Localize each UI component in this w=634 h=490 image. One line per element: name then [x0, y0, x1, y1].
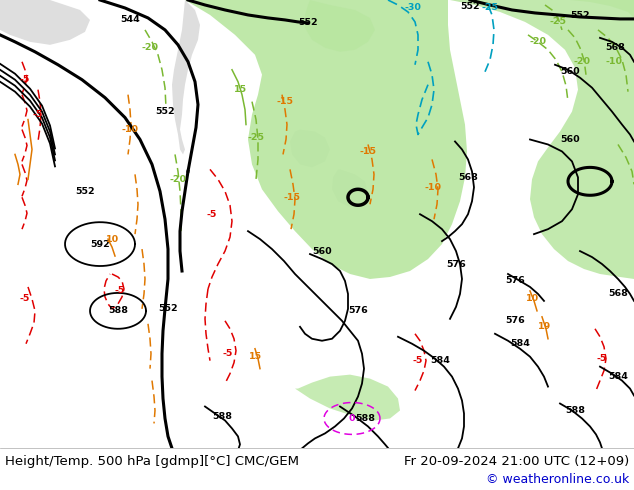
Text: 552: 552	[298, 19, 318, 27]
Text: -10: -10	[425, 183, 441, 192]
Text: -20: -20	[141, 43, 158, 52]
Text: 0: 0	[349, 414, 355, 423]
Text: -25: -25	[481, 3, 498, 12]
Polygon shape	[332, 170, 368, 207]
Text: 568: 568	[608, 290, 628, 298]
Text: 552: 552	[75, 187, 95, 196]
Polygon shape	[0, 0, 90, 45]
Text: -5: -5	[413, 356, 423, 365]
Text: 544: 544	[120, 15, 140, 24]
Text: © weatheronline.co.uk: © weatheronline.co.uk	[486, 472, 629, 486]
Text: -5: -5	[207, 210, 217, 219]
Text: 568: 568	[605, 43, 625, 52]
Text: -25: -25	[247, 133, 264, 142]
Text: -5: -5	[597, 354, 607, 363]
Text: -30: -30	[404, 3, 422, 12]
Text: -20: -20	[169, 175, 186, 184]
Text: -15: -15	[283, 193, 301, 202]
Text: 576: 576	[446, 260, 466, 269]
Text: -20: -20	[574, 57, 590, 66]
Text: 584: 584	[430, 356, 450, 365]
Text: -10: -10	[605, 57, 623, 66]
Text: -5: -5	[115, 287, 125, 295]
Text: 568: 568	[458, 173, 478, 182]
Polygon shape	[290, 129, 330, 168]
Text: 584: 584	[510, 339, 530, 348]
Text: 560: 560	[560, 67, 580, 76]
Text: 10: 10	[105, 235, 119, 244]
Text: 588: 588	[355, 414, 375, 423]
Text: -5: -5	[33, 110, 43, 119]
Text: 588: 588	[565, 406, 585, 415]
Text: 576: 576	[505, 276, 525, 286]
Text: -25: -25	[550, 18, 567, 26]
Text: -20: -20	[529, 37, 547, 47]
Text: 15: 15	[233, 85, 247, 94]
Text: 19: 19	[538, 322, 552, 331]
Text: 560: 560	[560, 135, 580, 144]
Text: -15: -15	[359, 147, 377, 156]
Text: 576: 576	[505, 317, 525, 325]
Text: Height/Temp. 500 hPa [gdmp][°C] CMC/GEM: Height/Temp. 500 hPa [gdmp][°C] CMC/GEM	[5, 455, 299, 468]
Text: -5: -5	[223, 349, 233, 358]
Text: 576: 576	[348, 306, 368, 316]
Polygon shape	[305, 0, 375, 52]
Text: -5: -5	[20, 294, 30, 303]
Polygon shape	[450, 0, 634, 279]
Text: 588: 588	[108, 306, 128, 316]
Text: 552: 552	[460, 2, 480, 11]
Text: -5: -5	[20, 75, 30, 84]
Text: 588: 588	[212, 412, 232, 421]
Text: Fr 20-09-2024 21:00 UTC (12+09): Fr 20-09-2024 21:00 UTC (12+09)	[404, 455, 629, 468]
Text: 552: 552	[158, 304, 178, 314]
Text: 584: 584	[608, 372, 628, 381]
Text: 552: 552	[155, 107, 175, 116]
Text: 10: 10	[526, 294, 538, 303]
Text: 15: 15	[249, 352, 262, 361]
Polygon shape	[570, 0, 634, 18]
Polygon shape	[172, 0, 200, 154]
Text: 552: 552	[570, 11, 590, 21]
Text: -10: -10	[122, 125, 138, 134]
Text: 560: 560	[312, 246, 332, 256]
Polygon shape	[185, 0, 467, 279]
Polygon shape	[295, 375, 400, 420]
Text: 592: 592	[90, 240, 110, 248]
Text: -15: -15	[276, 97, 294, 106]
